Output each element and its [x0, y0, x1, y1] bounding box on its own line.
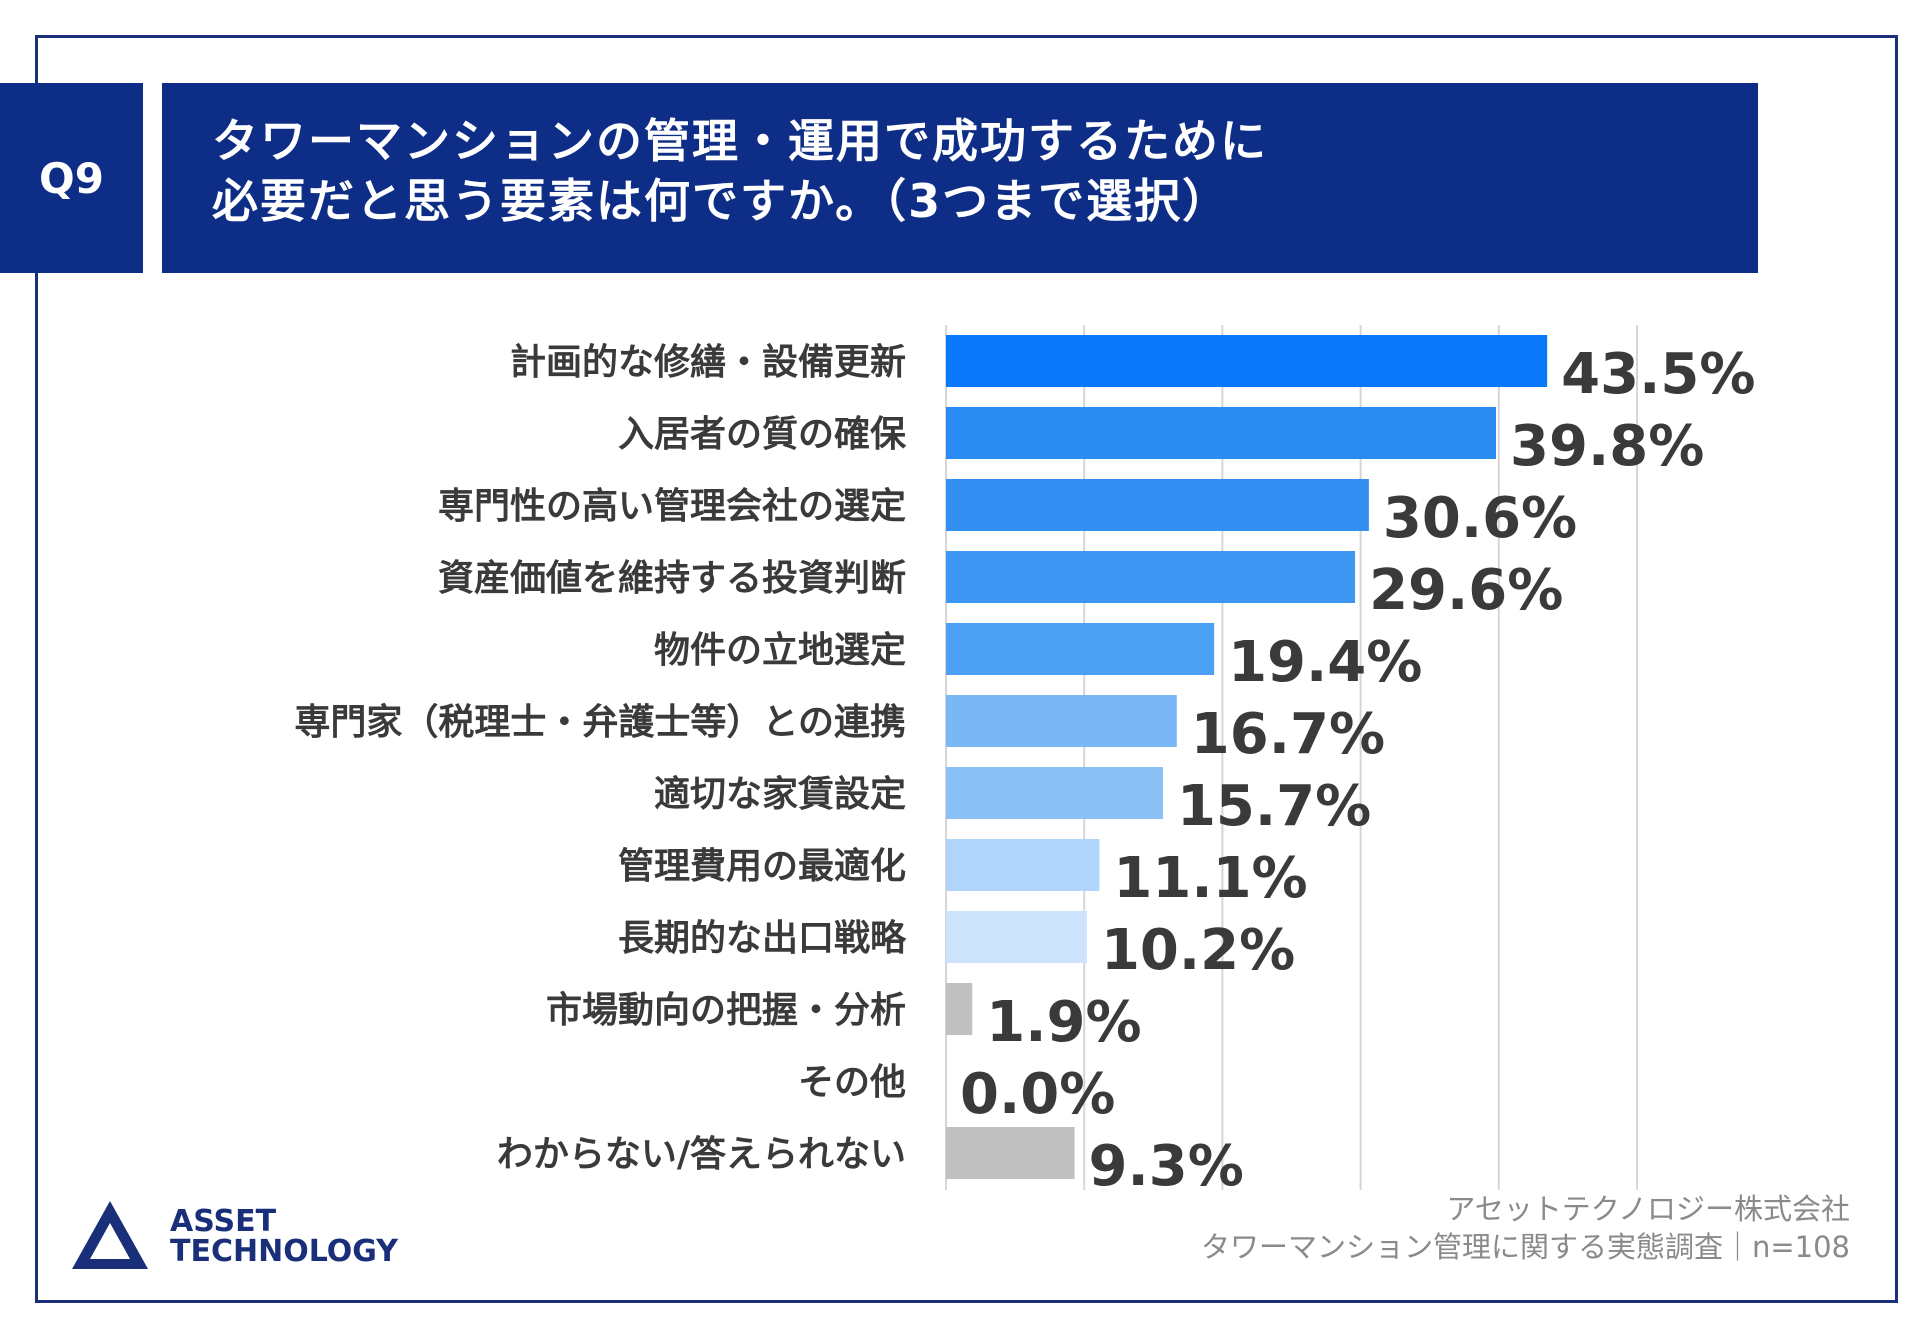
bar — [946, 1127, 1075, 1179]
value-label: 10.2% — [1101, 918, 1295, 983]
value-label: 11.1% — [1113, 846, 1307, 911]
category-label: 資産価値を維持する投資判断 — [438, 558, 906, 599]
logo-text-line-2: TECHNOLOGY — [170, 1234, 399, 1269]
category-label: 管理費用の最適化 — [618, 846, 906, 887]
bar — [946, 983, 973, 1035]
question-title-line-1: タワーマンションの管理・運用で成功するために — [212, 114, 1268, 168]
value-label: 39.8% — [1510, 414, 1704, 479]
category-label: 市場動向の把握・分析 — [546, 990, 906, 1031]
bar — [946, 695, 1177, 747]
credit-company: アセットテクノロジー株式会社 — [1446, 1192, 1850, 1226]
bar — [946, 839, 1100, 891]
value-label: 0.0% — [960, 1062, 1115, 1127]
value-label: 30.6% — [1383, 486, 1577, 551]
value-label: 19.4% — [1228, 630, 1422, 695]
logo-text-line-1: ASSET — [170, 1204, 277, 1239]
value-label: 1.9% — [986, 990, 1141, 1055]
category-label: 適切な家賃設定 — [654, 774, 906, 815]
category-label: 物件の立地選定 — [654, 630, 906, 671]
category-label: わからない/答えられない — [497, 1134, 906, 1175]
source-credit: アセットテクノロジー株式会社 タワーマンション管理に関する実態調査｜n=108 — [1201, 1190, 1850, 1266]
bar — [946, 911, 1087, 963]
bar — [946, 335, 1548, 387]
category-label: その他 — [798, 1062, 906, 1103]
value-label: 43.5% — [1561, 342, 1755, 407]
asset-technology-logo: ASSET TECHNOLOGY — [72, 1201, 399, 1269]
category-label: 計画的な修繕・設備更新 — [510, 342, 906, 383]
category-label: 長期的な出口戦略 — [618, 918, 907, 959]
bar — [946, 479, 1369, 531]
value-label: 15.7% — [1177, 774, 1371, 839]
category-label: 専門家（税理士・弁護士等）との連携 — [294, 702, 906, 743]
chart-frame — [35, 35, 1898, 1303]
value-label: 9.3% — [1089, 1134, 1244, 1199]
category-label: 入居者の質の確保 — [618, 414, 907, 455]
value-label: 29.6% — [1369, 558, 1563, 623]
credit-survey: タワーマンション管理に関する実態調査｜n=108 — [1200, 1230, 1850, 1264]
bar — [946, 767, 1163, 819]
bar — [946, 623, 1215, 675]
bar — [946, 407, 1497, 459]
category-label: 専門性の高い管理会社の選定 — [438, 486, 906, 527]
question-title-line-2: 必要だと思う要素は何ですか。（3つまで選択） — [212, 174, 1231, 228]
question-title: タワーマンションの管理・運用で成功するために 必要だと思う要素は何ですか。（3つ… — [162, 83, 1758, 273]
value-label: 16.7% — [1191, 702, 1385, 767]
bar — [946, 551, 1356, 603]
question-badge: Q9 — [0, 83, 143, 273]
